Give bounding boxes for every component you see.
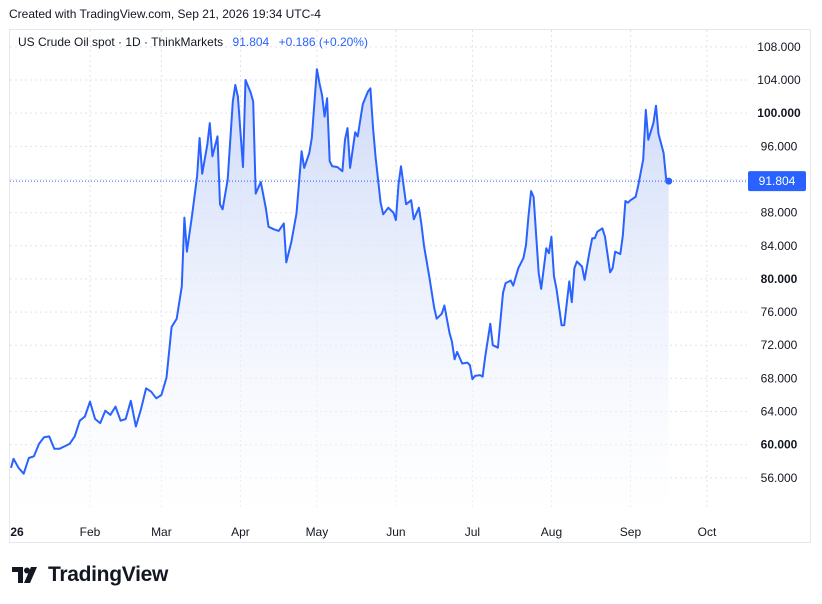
y-tick-label: 72.000 — [761, 338, 798, 352]
y-tick-label: 60.000 — [761, 438, 798, 452]
x-tick-label: Mar — [151, 525, 172, 539]
x-tick-label: Jun — [386, 525, 405, 539]
x-tick-label: Oct — [698, 525, 717, 539]
tradingview-wordmark: TradingView — [48, 563, 169, 586]
x-tick-label: Feb — [80, 525, 101, 539]
price-line — [10, 68, 670, 475]
x-tick-label: Apr — [231, 525, 250, 539]
y-tick-label: 76.000 — [761, 305, 798, 319]
x-tick-label: May — [306, 525, 329, 539]
legend-symbol: US Crude Oil spot · 1D · ThinkMarkets — [18, 35, 224, 49]
legend-change: +0.186 (+0.20%) — [278, 35, 368, 49]
x-tick-label: Jul — [465, 525, 480, 539]
x-tick-label: Aug — [541, 525, 562, 539]
y-tick-label: 96.000 — [761, 139, 798, 153]
tradingview-brand[interactable]: TradingView — [12, 563, 168, 587]
y-tick-label: 56.000 — [761, 471, 798, 485]
chart-frame — [9, 29, 811, 543]
svg-text:91.804: 91.804 — [759, 174, 796, 188]
y-tick-label: 104.000 — [757, 73, 801, 87]
y-tick-label: 108.000 — [757, 40, 801, 54]
legend[interactable]: US Crude Oil spot · 1D · ThinkMarkets 91… — [18, 35, 368, 49]
created-with-text: Created with TradingView.com, Sep 21, 20… — [9, 7, 321, 21]
price-axis[interactable]: 56.000 60.000 64.000 68.000 72.000 76.000 80.0… — [757, 40, 801, 485]
y-tick-label: 84.000 — [761, 239, 798, 253]
last-price-dot — [665, 177, 673, 185]
y-tick-label: 100.000 — [757, 106, 801, 120]
y-tick-label: 64.000 — [761, 405, 798, 419]
y-tick-label: 88.000 — [761, 206, 798, 220]
legend-value: 91.804 — [232, 35, 270, 49]
x-tick-label: 26 — [10, 525, 24, 539]
price-area — [11, 69, 669, 510]
last-price-label: 91.804 — [748, 171, 806, 192]
y-tick-label: 80.000 — [761, 272, 798, 286]
time-axis[interactable]: 26 Feb Mar Apr May Jun Jul Aug Sep Oct — [10, 525, 717, 539]
tradingview-logo-icon — [12, 567, 37, 583]
y-tick-label: 68.000 — [761, 371, 798, 385]
x-tick-label: Sep — [620, 525, 642, 539]
